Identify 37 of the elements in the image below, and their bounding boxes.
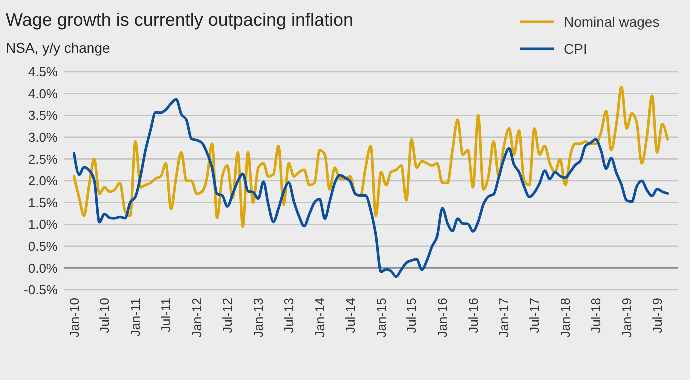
x-tick-label: Jul-11 xyxy=(158,298,174,332)
x-tick-label: Jan-14 xyxy=(312,298,328,338)
x-tick-label: Jan-19 xyxy=(619,298,634,338)
y-tick-label: 1.0% xyxy=(28,217,58,232)
y-tick-label: 0.0% xyxy=(28,260,58,276)
y-tick-label: -0.5% xyxy=(24,282,58,298)
x-tick-label: Jul-18 xyxy=(588,298,604,334)
y-tick-label: 0.5% xyxy=(28,238,58,254)
x-tick-label: Jul-13 xyxy=(282,298,297,334)
y-tick-label: 4.0% xyxy=(28,86,58,102)
x-tick-label: Jan-11 xyxy=(128,298,144,337)
x-tick-label: Jan-10 xyxy=(66,298,82,338)
y-tick-label: 3.5% xyxy=(28,108,58,124)
x-tick-label: Jul-17 xyxy=(527,298,542,334)
x-tick-label: Jan-16 xyxy=(435,298,450,338)
x-tick-label: Jul-10 xyxy=(97,298,112,334)
y-tick-label: 2.0% xyxy=(28,174,58,189)
line-series xyxy=(72,86,670,228)
x-tick-label: Jul-12 xyxy=(220,298,236,334)
x-tick-label: Jul-15 xyxy=(404,298,420,334)
chart-title: Wage growth is currently outpacing inflation xyxy=(6,10,354,30)
x-tick-label: Jul-14 xyxy=(342,298,358,334)
y-tick-label: 3.0% xyxy=(28,130,58,145)
x-tick-label: Jan-18 xyxy=(558,298,574,338)
x-tick-label: Jan-15 xyxy=(374,298,389,338)
y-tick-label: 1.5% xyxy=(28,195,58,210)
x-tick-label: Jul-19 xyxy=(650,298,665,334)
legend-label: CPI xyxy=(564,40,588,57)
x-tick-label: Jan-17 xyxy=(496,298,512,338)
line-series xyxy=(72,98,670,278)
x-tick-label: Jan-13 xyxy=(251,298,266,338)
x-tick-label: Jul-16 xyxy=(466,298,481,334)
x-tick-label: Jan-12 xyxy=(190,298,205,338)
legend-label: Nominal wages xyxy=(564,14,660,30)
y-tick-label: 4.5% xyxy=(28,64,58,80)
chart-subtitle: NSA, y/y change xyxy=(6,40,110,56)
y-tick-label: 2.5% xyxy=(28,152,58,167)
